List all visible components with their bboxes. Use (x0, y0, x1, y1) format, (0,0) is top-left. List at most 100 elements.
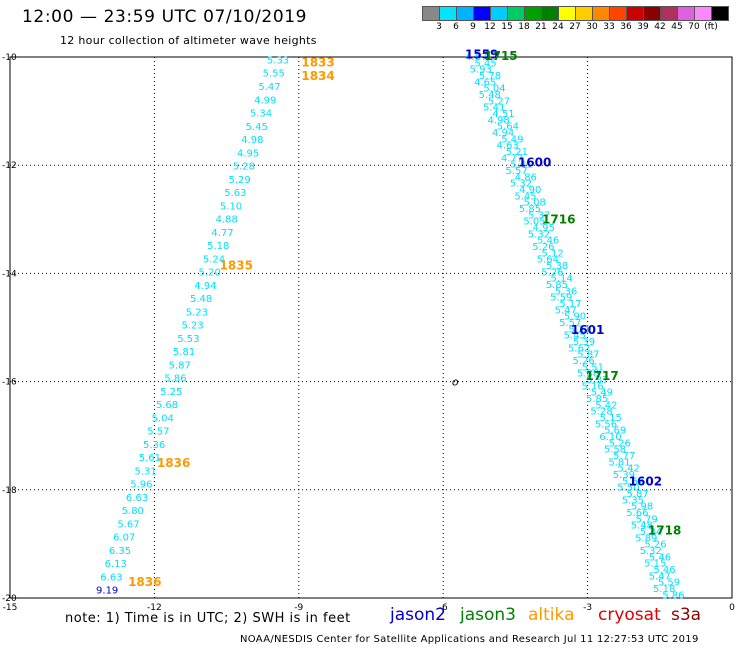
satellite-altika: altika (528, 605, 575, 625)
x-tick-label: -15 (3, 603, 18, 613)
satellite-legend: jason2 jason3 altika cryosat s3a (0, 605, 740, 627)
swh-value: 5.45 (246, 122, 268, 133)
swh-value: 5.32 (510, 179, 532, 190)
swh-value: 5.37 (528, 210, 550, 221)
swh-value: 5.23 (181, 321, 203, 332)
time-label: 1600 (518, 155, 551, 169)
swh-value: 5.57 (147, 427, 169, 438)
swh-value: 5.14 (550, 274, 572, 285)
swh-value: 5.26 (532, 242, 554, 253)
swh-value: 5.36 (143, 440, 165, 451)
swh-value: 4.88 (216, 215, 238, 226)
swh-value: 4.77 (501, 153, 523, 164)
swh-value: 5.46 (649, 552, 671, 563)
swh-value: 5.51 (582, 362, 604, 373)
swh-value: 5.15 (600, 413, 622, 424)
map-frame (9, 56, 733, 599)
swh-value: 6.63 (100, 572, 122, 583)
footer-note: note: 1) Time is in UTC; 2) SWH is in fe… (65, 611, 351, 626)
swh-value: 5.37 (586, 375, 608, 386)
legend-label: 12 (484, 22, 496, 32)
satellite-s3a: s3a (671, 605, 702, 625)
time-label: 1718 (648, 523, 681, 537)
swh-value: 5.27 (488, 96, 510, 107)
swh-value: 6.35 (109, 546, 131, 557)
swh-value: 5.81 (173, 347, 195, 358)
swh-value: 4.99 (254, 95, 276, 106)
swh-value: 5.42 (618, 464, 640, 475)
swh-value: 5.77 (613, 451, 635, 462)
swh-value: 5.55 (263, 69, 285, 80)
swh-value: 6.63 (126, 493, 148, 504)
swh-value: 5.34 (250, 109, 272, 120)
time-label: 1601 (571, 323, 604, 337)
swh-value: 5.49 (591, 388, 613, 399)
swh-value: 5.78 (479, 71, 501, 82)
swh-value: 5.18 (207, 241, 229, 252)
swh-value: 5.86 (662, 590, 684, 601)
swh-value: 5.33 (267, 55, 289, 66)
swh-value: 5.93 (470, 65, 492, 76)
time-label: 1835 (220, 258, 253, 272)
swh-value: 5.04 (152, 413, 174, 424)
swh-value: 5.56 (595, 419, 617, 430)
x-tick-label: -12 (147, 603, 162, 613)
swh-value: 5.87 (627, 489, 649, 500)
legend-label: 70 (688, 22, 700, 32)
swh-value: 5.66 (626, 508, 648, 519)
swh-value: 5.08 (524, 198, 546, 209)
swh-value: 5.67 (117, 519, 139, 530)
swh-value: 5.15 (644, 559, 666, 570)
swh-value: 4.77 (211, 228, 233, 239)
legend-label: 33 (603, 22, 615, 32)
time-label: 1715 (484, 49, 517, 63)
swh-value: 4.90 (519, 185, 541, 196)
legend-label: 36 (620, 22, 632, 32)
swh-value: 4.98 (488, 115, 510, 126)
credit-line: NOAA/NESDIS Center for Satellite Applica… (240, 634, 699, 645)
swh-value: 4.94 (492, 128, 514, 139)
swh-value: 5.39 (573, 337, 595, 348)
page-title: 12:00 — 23:59 UTC 07/10/2019 (22, 7, 308, 27)
swh-value: 5.57 (505, 166, 527, 177)
swh-value: 5.39 (613, 470, 635, 481)
swh-value: 5.05 (523, 217, 545, 228)
swh-value: 5.18 (653, 584, 675, 595)
page-subtitle: 12 hour collection of altimeter wave hei… (60, 34, 317, 47)
swh-value: 5.21 (568, 324, 590, 335)
swh-value: 6.10 (599, 432, 621, 443)
swh-value: 5.24 (203, 254, 225, 265)
y-tick-label: -14 (2, 269, 17, 279)
legend-swatch (711, 6, 729, 21)
swh-value: 5.28 (590, 407, 612, 418)
swh-value: 5.26 (573, 356, 595, 367)
satellite-cryosat: cryosat (598, 605, 661, 625)
wave-height-legend-labels: 3 6 9 12 15 18 21 24 27 30 33 36 39 42 45 70 (ft) (422, 22, 740, 34)
swh-value: 5.47 (555, 305, 577, 316)
swh-value: 5.41 (510, 160, 532, 171)
swh-value: 5.32 (640, 546, 662, 557)
satellite-jason3: jason3 (460, 605, 516, 625)
swh-value: 5.46 (537, 236, 559, 247)
swh-value: 5.87 (577, 350, 599, 361)
satellite-jason2: jason2 (390, 605, 446, 625)
y-tick-label: -20 (2, 594, 17, 604)
legend-label: (ft) (704, 22, 718, 32)
swh-value: 5.62 (622, 476, 644, 487)
time-label: 1559 (465, 47, 498, 61)
swh-value: 5.64 (497, 122, 519, 133)
swh-value: 5.29 (228, 175, 250, 186)
legend-label: 27 (569, 22, 581, 32)
legend-label: 6 (453, 22, 459, 32)
swh-value: 5.45 (474, 58, 496, 69)
swh-value: 5.57 (559, 318, 581, 329)
swh-value: 5.45 (564, 331, 586, 342)
y-tick-label: -16 (2, 378, 17, 388)
legend-label: 15 (501, 22, 513, 32)
legend-label: 30 (586, 22, 598, 32)
swh-value: 5.16 (581, 381, 603, 392)
legend-label: 24 (552, 22, 564, 32)
swh-value: 4.67 (465, 52, 487, 63)
time-label: 1833 (301, 55, 334, 69)
